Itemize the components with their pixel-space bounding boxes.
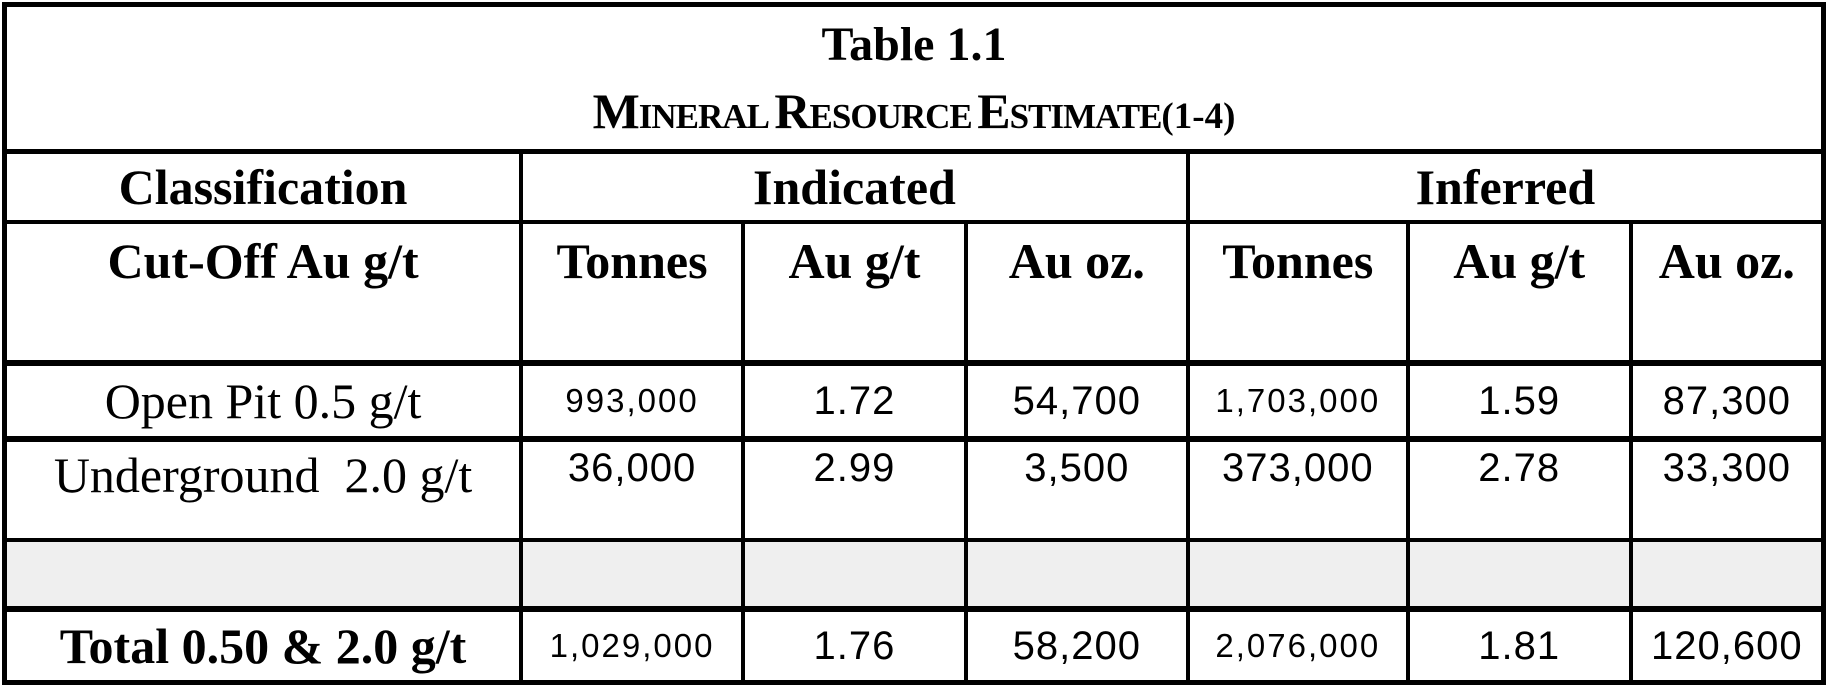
cell-total-0-50-2-0-g-t-col6: 120,600 bbox=[1628, 607, 1826, 685]
row-label-open-pit-0-5-g-t: Open Pit 0.5 g/t bbox=[2, 361, 524, 442]
table-number-title: Table 1.1 bbox=[821, 17, 1007, 71]
cell-underground-2-0-g-t-col2: 2.99 bbox=[741, 437, 968, 542]
cell-open-pit-0-5-g-t-col4: 1,703,000 bbox=[1185, 361, 1410, 442]
cell-spacer-col4 bbox=[1185, 538, 1410, 612]
cell-open-pit-0-5-g-t-col6: 87,300 bbox=[1628, 361, 1826, 442]
header-inferred-au-oz: Au oz. bbox=[1628, 220, 1826, 366]
table-main-title: Mineral Resource Estimate(1-4) bbox=[9, 82, 1820, 140]
header-inferred-au-gt: Au g/t bbox=[1405, 220, 1633, 366]
title-row: Table 1.1 Mineral Resource Estimate(1-4) bbox=[2, 2, 1826, 154]
header-inferred: Inferred bbox=[1185, 149, 1826, 224]
header-cutoff: Cut-Off Au g/t bbox=[2, 220, 524, 366]
table-main-title-text: Mineral Resource Estimate bbox=[592, 82, 1163, 139]
cell-spacer-col1 bbox=[519, 538, 746, 612]
cell-open-pit-0-5-g-t-col2: 1.72 bbox=[741, 361, 968, 442]
title-footnote-reference: (1-4) bbox=[1161, 95, 1236, 137]
row-underground-2-0-g-t: Underground 2.0 g/t 36,000 2.99 3,500 373,00… bbox=[2, 437, 1826, 542]
cell-underground-2-0-g-t-col3: 3,500 bbox=[963, 437, 1190, 542]
cell-open-pit-0-5-g-t-col3: 54,700 bbox=[963, 361, 1190, 442]
title-cell: Table 1.1 Mineral Resource Estimate(1-4) bbox=[2, 2, 1826, 154]
cell-open-pit-0-5-g-t-col5: 1.59 bbox=[1405, 361, 1633, 442]
header-indicated-au-gt: Au g/t bbox=[741, 220, 968, 366]
cell-total-0-50-2-0-g-t-col4: 2,076,000 bbox=[1185, 607, 1410, 685]
header-indicated-tonnes: Tonnes bbox=[519, 220, 746, 366]
cell-total-0-50-2-0-g-t-col2: 1.76 bbox=[741, 607, 968, 685]
cell-total-0-50-2-0-g-t-col3: 58,200 bbox=[963, 607, 1190, 685]
row-open-pit-0-5-g-t: Open Pit 0.5 g/t 993,000 1.72 54,700 1,703,0… bbox=[2, 361, 1826, 442]
header-indicated-au-oz: Au oz. bbox=[963, 220, 1190, 366]
header-classification: Classification bbox=[2, 149, 524, 224]
row-spacer bbox=[2, 538, 1826, 612]
row-label-spacer bbox=[2, 538, 524, 612]
cell-open-pit-0-5-g-t-col1: 993,000 bbox=[519, 361, 746, 442]
cell-spacer-col3 bbox=[963, 538, 1190, 612]
cell-spacer-col2 bbox=[741, 538, 968, 612]
cell-underground-2-0-g-t-col6: 33,300 bbox=[1628, 437, 1826, 542]
sub-header-row: Cut-Off Au g/t Tonnes Au g/t Au oz. Tonn… bbox=[2, 220, 1826, 366]
group-header-row: Classification Indicated Inferred bbox=[2, 149, 1826, 224]
row-label-underground-2-0-g-t: Underground 2.0 g/t bbox=[2, 437, 524, 542]
cell-underground-2-0-g-t-col1: 36,000 bbox=[519, 437, 746, 542]
header-indicated: Indicated bbox=[519, 149, 1190, 224]
cell-underground-2-0-g-t-col4: 373,000 bbox=[1185, 437, 1410, 542]
row-label-total-0-50-2-0-g-t: Total 0.50 & 2.0 g/t bbox=[2, 607, 524, 685]
cell-spacer-col6 bbox=[1628, 538, 1826, 612]
cell-spacer-col5 bbox=[1405, 538, 1633, 612]
header-inferred-tonnes: Tonnes bbox=[1185, 220, 1410, 366]
cell-total-0-50-2-0-g-t-col1: 1,029,000 bbox=[519, 607, 746, 685]
row-total-0-50-2-0-g-t: Total 0.50 & 2.0 g/t 1,029,000 1.76 58,200 2… bbox=[2, 607, 1826, 685]
cell-total-0-50-2-0-g-t-col5: 1.81 bbox=[1405, 607, 1633, 685]
cell-underground-2-0-g-t-col5: 2.78 bbox=[1405, 437, 1633, 542]
